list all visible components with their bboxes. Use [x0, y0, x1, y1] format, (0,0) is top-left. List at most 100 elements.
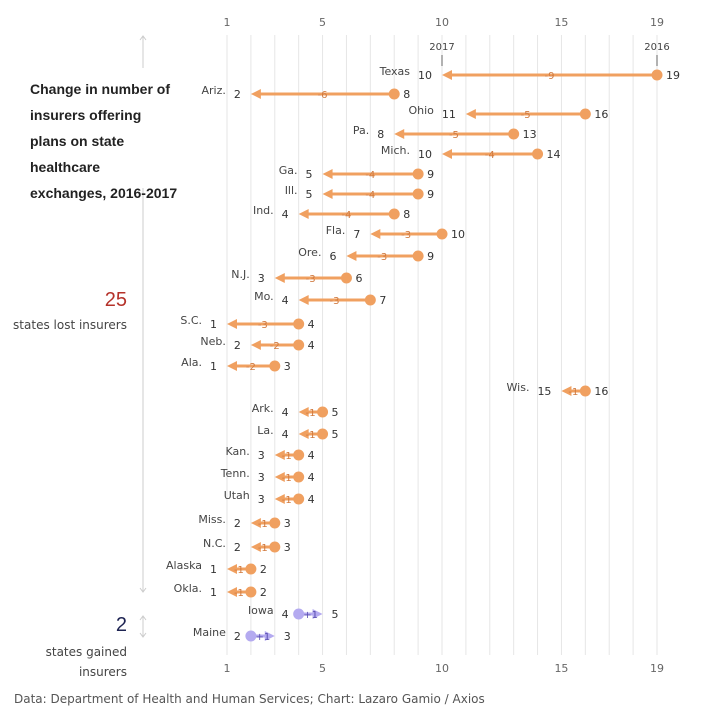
change-label: -1: [306, 408, 316, 419]
change-label: -2: [270, 341, 280, 352]
arrow-head: [274, 450, 285, 460]
value-right: 9: [427, 250, 434, 263]
state-label: Maine: [193, 626, 226, 639]
state-label: Tenn.: [220, 467, 250, 480]
state-label: Miss.: [198, 513, 226, 526]
state-label: La.: [257, 424, 273, 437]
x-tick-top: 5: [319, 16, 326, 29]
state-label: Ohio: [408, 104, 434, 117]
value-left: 1: [210, 586, 217, 599]
dot-2016: [388, 208, 400, 220]
value-left: 10: [418, 69, 432, 82]
arrow-head: [298, 429, 309, 439]
value-left: 3: [258, 471, 265, 484]
arrow-head: [322, 169, 333, 179]
arrow-head: [442, 149, 452, 159]
value-right: 16: [594, 385, 608, 398]
value-left: 2: [234, 88, 241, 101]
dot-2016: [245, 586, 257, 598]
change-label: -9: [545, 71, 555, 82]
arrow-head: [298, 209, 309, 219]
x-tick-bottom: 5: [319, 662, 326, 675]
change-label: -1: [258, 543, 268, 554]
value-right: 6: [355, 272, 362, 285]
state-label: Mich.: [381, 144, 410, 157]
x-tick-bottom: 19: [650, 662, 664, 675]
change-label: -5: [449, 130, 459, 141]
lost-count: 25: [104, 289, 127, 311]
value-right: 3: [284, 360, 291, 373]
arrow-head: [274, 273, 285, 283]
value-left: 2: [234, 517, 241, 530]
change-label: -3: [401, 230, 411, 241]
value-left: 4: [282, 294, 289, 307]
value-left: 2: [234, 339, 241, 352]
state-label: Ala.: [181, 356, 202, 369]
dot-2016: [293, 608, 305, 620]
arrow-head: [250, 89, 261, 99]
year-label-2017: 2017: [429, 42, 454, 53]
value-right: 9: [427, 168, 434, 181]
value-right: 14: [547, 148, 561, 161]
arrow-head: [250, 518, 261, 528]
arrow-head: [465, 109, 476, 119]
value-right: 3: [284, 541, 291, 554]
dot-2016: [532, 148, 544, 160]
value-left: 11: [442, 108, 456, 121]
state-label: S.C.: [180, 314, 202, 327]
dot-2016: [293, 339, 305, 351]
state-label: Wis.: [507, 381, 530, 394]
change-label: -1: [282, 451, 292, 462]
change-label: -1: [234, 565, 244, 576]
value-left: 5: [306, 188, 313, 201]
x-tick-bottom: 1: [224, 662, 231, 675]
gained-count: 2: [115, 614, 127, 636]
dot-2016: [412, 188, 424, 200]
dot-2016: [364, 294, 376, 306]
value-right: 8: [403, 208, 410, 221]
change-label: -1: [282, 495, 292, 506]
arrow-head: [250, 340, 261, 350]
lost-label: states lost insurers: [13, 318, 127, 332]
state-label: Alaska: [166, 559, 202, 572]
arrow-head: [264, 631, 275, 641]
value-right: 4: [308, 449, 315, 462]
dot-2016: [579, 108, 591, 120]
change-label: -1: [282, 473, 292, 484]
dot-2016: [340, 272, 352, 284]
dot-2016: [293, 449, 305, 461]
change-label: -3: [377, 252, 387, 263]
change-label: -1: [568, 387, 578, 398]
state-label: Neb.: [200, 335, 225, 348]
year-label-2016: 2016: [644, 42, 669, 53]
value-right: 7: [379, 294, 386, 307]
dot-2016: [293, 493, 305, 505]
arrow-head: [561, 386, 572, 396]
value-right: 4: [308, 339, 315, 352]
arrow-head: [322, 189, 333, 199]
dot-2016: [412, 250, 424, 262]
double-arrow-icon: [139, 615, 147, 638]
value-right: 2: [260, 563, 267, 576]
value-right: 16: [594, 108, 608, 121]
value-right: 2: [260, 586, 267, 599]
value-right: 4: [308, 318, 315, 331]
dot-2016: [317, 428, 329, 440]
value-left: 15: [537, 385, 551, 398]
state-label: Ariz.: [202, 84, 226, 97]
value-right: 10: [451, 228, 465, 241]
change-label: -4: [365, 190, 375, 201]
dot-2016: [269, 360, 281, 372]
state-label: Pa.: [353, 124, 369, 137]
dot-2016: [508, 128, 520, 140]
dot-2016: [579, 385, 591, 397]
change-label: -2: [246, 362, 256, 373]
value-right: 3: [284, 517, 291, 530]
change-label: -3: [330, 296, 340, 307]
arrow-head: [298, 407, 309, 417]
value-left: 2: [234, 630, 241, 643]
state-label: N.C.: [203, 537, 226, 550]
value-left: 6: [329, 250, 336, 263]
x-tick-bottom: 15: [554, 662, 568, 675]
state-label: Texas: [379, 65, 411, 78]
